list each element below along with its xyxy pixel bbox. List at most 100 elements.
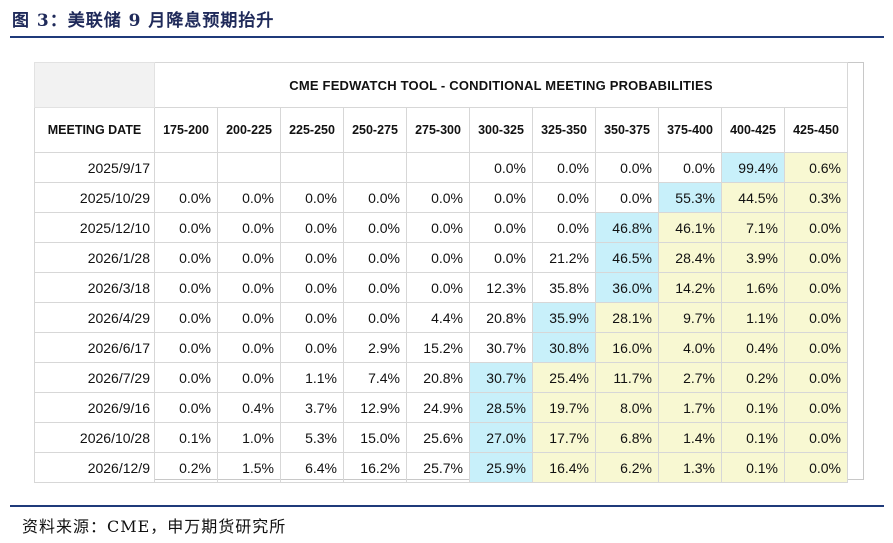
probability-cell: 8.0% [595, 392, 659, 423]
tool-title: CME FEDWATCH TOOL - CONDITIONAL MEETING … [154, 62, 848, 108]
table-row: 2026/6/17 0.0% 0.0% 0.0% 2.9% 15.2% 30.7% 30.8%… [34, 332, 848, 363]
probability-cell: 0.0% [784, 242, 848, 273]
probability-cell: 20.8% [469, 302, 533, 333]
probability-cell: 16.0% [595, 332, 659, 363]
probability-cell: 14.2% [658, 272, 722, 303]
probability-cell: 0.0% [217, 362, 281, 393]
meeting-date-cell: 2026/3/18 [34, 272, 155, 303]
rate-range-header: 200-225 [217, 107, 281, 153]
probability-cell: 0.1% [154, 422, 218, 453]
probability-cell: 25.4% [532, 362, 596, 393]
probability-cell: 5.3% [280, 422, 344, 453]
probability-cell: 7.4% [343, 362, 407, 393]
probability-cell: 25.7% [406, 452, 470, 483]
probability-cell: 0.0% [217, 332, 281, 363]
probability-cell: 19.7% [532, 392, 596, 423]
rate-range-header: 175-200 [154, 107, 218, 153]
rate-range-header: 275-300 [406, 107, 470, 153]
probability-cell: 30.7% [469, 332, 533, 363]
probability-cell: 11.7% [595, 362, 659, 393]
rate-range-header: 350-375 [595, 107, 659, 153]
probability-cell: 12.3% [469, 272, 533, 303]
probability-cell: 0.0% [532, 182, 596, 213]
table-row: 2025/12/10 0.0% 0.0% 0.0% 0.0% 0.0% 0.0% 0.0% 46… [34, 212, 848, 243]
probability-cell: 0.0% [406, 182, 470, 213]
probability-cell: 0.0% [280, 272, 344, 303]
probability-cell: 0.0% [532, 152, 596, 183]
probability-cell: 0.0% [343, 182, 407, 213]
probability-cell: 0.0% [532, 212, 596, 243]
rate-range-header: 325-350 [532, 107, 596, 153]
probability-cell: 0.0% [784, 212, 848, 243]
probability-cell: 0.1% [721, 422, 785, 453]
probability-cell-max: 36.0% [595, 272, 659, 303]
probability-cell: 1.0% [217, 422, 281, 453]
probability-cell: 3.7% [280, 392, 344, 423]
probability-cell: 0.0% [343, 242, 407, 273]
probability-cell: 1.3% [658, 452, 722, 483]
probability-cell [217, 152, 281, 183]
table-row: 2026/7/29 0.0% 0.0% 1.1% 7.4% 20.8% 30.7% 25.4%… [34, 362, 848, 393]
probability-cell: 17.7% [532, 422, 596, 453]
meeting-date-cell: 2025/10/29 [34, 182, 155, 213]
probability-cell: 0.0% [469, 212, 533, 243]
meeting-date-cell: 2026/6/17 [34, 332, 155, 363]
title-divider [10, 36, 884, 38]
table-row: 2025/10/29 0.0% 0.0% 0.0% 0.0% 0.0% 0.0% 0.0% 0.… [34, 182, 848, 213]
probability-cell: 0.0% [154, 332, 218, 363]
rate-range-header: 375-400 [658, 107, 722, 153]
probability-cell: 28.1% [595, 302, 659, 333]
rate-range-header: 425-450 [784, 107, 848, 153]
probability-cell: 44.5% [721, 182, 785, 213]
probability-cell: 0.0% [784, 362, 848, 393]
probability-cell: 0.0% [343, 272, 407, 303]
probability-cell: 6.2% [595, 452, 659, 483]
meeting-date-cell: 2026/4/29 [34, 302, 155, 333]
probability-cell: 2.9% [343, 332, 407, 363]
probability-cell: 4.0% [658, 332, 722, 363]
probability-cell: 9.7% [658, 302, 722, 333]
probability-cell: 0.0% [595, 152, 659, 183]
probability-cell: 0.0% [217, 242, 281, 273]
probability-cell-max: 55.3% [658, 182, 722, 213]
source-divider [10, 505, 884, 507]
probability-cell: 28.4% [658, 242, 722, 273]
probability-cell: 24.9% [406, 392, 470, 423]
probability-cell-max: 30.8% [532, 332, 596, 363]
probability-cell: 0.0% [784, 302, 848, 333]
probability-cell: 0.0% [280, 242, 344, 273]
table-row: 2026/10/28 0.1% 1.0% 5.3% 15.0% 25.6% 27.0% 17.… [34, 422, 848, 453]
meeting-date-cell: 2025/9/17 [34, 152, 155, 183]
table-row: 2026/9/16 0.0% 0.4% 3.7% 12.9% 24.9% 28.5% 19.7… [34, 392, 848, 423]
probability-cell: 0.2% [154, 452, 218, 483]
probability-cell: 0.6% [784, 152, 848, 183]
meeting-date-cell: 2026/9/16 [34, 392, 155, 423]
table-row: 2025/9/17 0.0% 0.0% 0.0% 0.0% 99.4% 0.6% [34, 152, 848, 183]
probability-cell-max: 27.0% [469, 422, 533, 453]
probability-cell: 0.0% [154, 362, 218, 393]
probability-cell: 1.4% [658, 422, 722, 453]
probability-cell: 0.0% [280, 212, 344, 243]
probability-cell-max: 30.7% [469, 362, 533, 393]
probability-cell: 0.0% [406, 212, 470, 243]
probability-cell: 0.0% [280, 182, 344, 213]
probability-cell: 1.1% [721, 302, 785, 333]
probability-cell: 6.4% [280, 452, 344, 483]
probability-cell: 0.0% [658, 152, 722, 183]
probability-cell: 0.0% [154, 212, 218, 243]
probability-cell: 0.0% [154, 272, 218, 303]
meeting-date-cell: 2026/7/29 [34, 362, 155, 393]
table-row: 2026/4/29 0.0% 0.0% 0.0% 0.0% 4.4% 20.8% 35.9% 2… [34, 302, 848, 333]
meeting-date-cell: 2026/10/28 [34, 422, 155, 453]
probability-cell: 0.0% [217, 272, 281, 303]
probability-cell: 0.0% [280, 332, 344, 363]
probability-cell: 0.0% [784, 422, 848, 453]
source-note: 资料来源：CME，申万期货研究所 [22, 517, 287, 536]
table-row: 2026/3/18 0.0% 0.0% 0.0% 0.0% 0.0% 12.3% 35.8% 3… [34, 272, 848, 303]
probability-cell: 0.0% [217, 302, 281, 333]
probability-cell: 0.0% [784, 392, 848, 423]
probability-cell: 0.0% [469, 242, 533, 273]
rate-range-header: 225-250 [280, 107, 344, 153]
probability-cell: 0.1% [721, 392, 785, 423]
meeting-date-cell: 2026/1/28 [34, 242, 155, 273]
